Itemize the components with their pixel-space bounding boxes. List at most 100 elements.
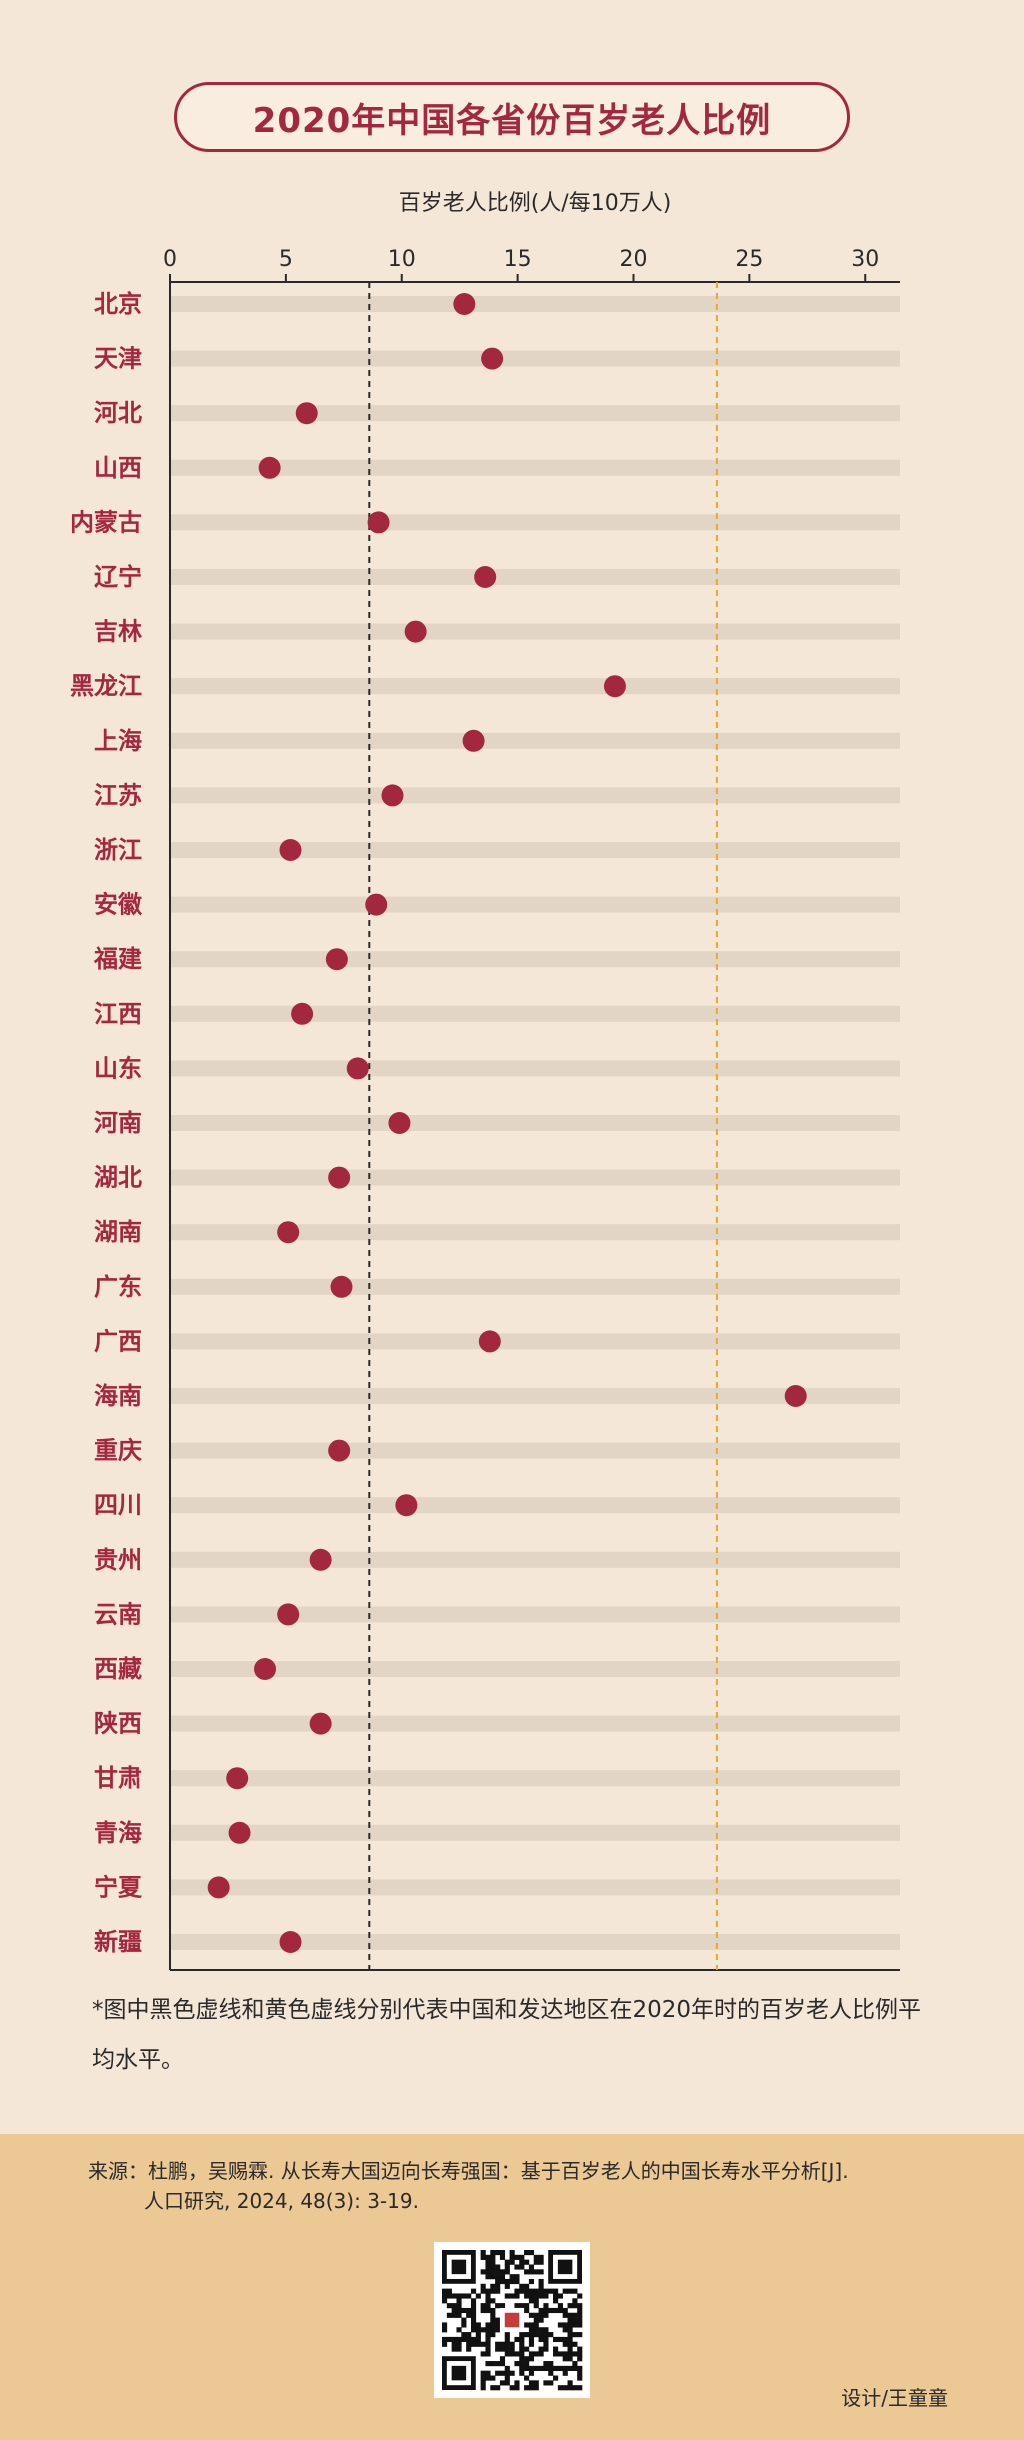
x-tick-label: 20 bbox=[619, 247, 647, 272]
qr-module bbox=[504, 2259, 510, 2265]
qr-module bbox=[553, 2307, 559, 2314]
qr-module bbox=[514, 2336, 520, 2343]
qr-module bbox=[572, 2365, 578, 2371]
qr-module bbox=[442, 2293, 448, 2299]
qr-module bbox=[470, 2322, 477, 2328]
qr-module bbox=[538, 2293, 544, 2299]
qr-module bbox=[524, 2307, 530, 2314]
qr-module bbox=[475, 2293, 481, 2299]
qr-module bbox=[495, 2278, 501, 2285]
qr-module bbox=[577, 2303, 583, 2309]
qr-module bbox=[499, 2370, 506, 2376]
qr-module bbox=[577, 2346, 583, 2352]
qr-module bbox=[509, 2274, 515, 2280]
qr-module bbox=[490, 2269, 496, 2275]
qr-module bbox=[495, 2250, 501, 2256]
qr-module bbox=[461, 2332, 467, 2338]
qr-module bbox=[567, 2380, 573, 2386]
province-label: 天津 bbox=[94, 345, 142, 373]
qr-module bbox=[490, 2385, 496, 2391]
qr-module bbox=[475, 2322, 481, 2328]
qr-module bbox=[499, 2250, 506, 2256]
qr-module bbox=[442, 2327, 448, 2333]
qr-module bbox=[451, 2307, 457, 2314]
qr-module bbox=[446, 2336, 452, 2343]
data-point bbox=[478, 1330, 501, 1353]
row-track bbox=[170, 951, 900, 968]
x-tick-label: 5 bbox=[279, 247, 293, 272]
qr-module bbox=[524, 2375, 530, 2381]
qr-module bbox=[562, 2336, 568, 2343]
province-label: 重庆 bbox=[94, 1437, 142, 1465]
qr-module bbox=[504, 2375, 510, 2381]
qr-module bbox=[485, 2332, 491, 2338]
qr-module bbox=[451, 2303, 457, 2309]
qr-module bbox=[451, 2346, 457, 2352]
qr-module bbox=[519, 2264, 525, 2270]
qr-module bbox=[567, 2317, 573, 2323]
qr-module bbox=[557, 2351, 563, 2357]
province-label: 安徽 bbox=[94, 891, 143, 919]
qr-module bbox=[572, 2361, 578, 2367]
qr-module bbox=[543, 2346, 549, 2352]
qr-module bbox=[528, 2264, 535, 2270]
qr-module bbox=[461, 2317, 467, 2323]
chart-title: 2020年中国各省份百岁老人比例 bbox=[252, 100, 772, 141]
qr-module bbox=[461, 2322, 467, 2328]
qr-module bbox=[480, 2370, 486, 2376]
qr-module bbox=[528, 2298, 535, 2304]
qr-module bbox=[519, 2341, 525, 2347]
row-track bbox=[170, 1115, 900, 1131]
qr-module bbox=[572, 2317, 578, 2323]
qr-module bbox=[533, 2288, 539, 2294]
qr-module bbox=[567, 2303, 573, 2309]
qr-module bbox=[509, 2254, 515, 2260]
qr-module bbox=[509, 2259, 515, 2265]
qr-module bbox=[470, 2298, 477, 2304]
province-label: 江西 bbox=[94, 1000, 142, 1028]
qr-module bbox=[533, 2298, 539, 2304]
qr-module bbox=[470, 2303, 477, 2309]
qr-module bbox=[442, 2336, 448, 2343]
qr-module bbox=[514, 2361, 520, 2367]
province-label: 新疆 bbox=[94, 1928, 142, 1956]
qr-module bbox=[524, 2365, 530, 2371]
qr-module bbox=[538, 2346, 544, 2352]
qr-module bbox=[446, 2303, 452, 2309]
province-label: 北京 bbox=[94, 290, 142, 318]
qr-module bbox=[519, 2336, 525, 2343]
data-point bbox=[279, 839, 302, 861]
qr-module bbox=[557, 2365, 563, 2371]
qr-module bbox=[562, 2356, 568, 2362]
qr-module bbox=[548, 2370, 554, 2376]
qr-module bbox=[485, 2303, 491, 2309]
qr-module bbox=[475, 2327, 481, 2333]
qr-module bbox=[480, 2303, 486, 2309]
qr-module bbox=[504, 2278, 510, 2285]
qr-module bbox=[470, 2307, 477, 2314]
data-point bbox=[330, 1275, 353, 1298]
qr-module bbox=[543, 2312, 549, 2318]
qr-module bbox=[519, 2288, 525, 2294]
qr-module bbox=[577, 2356, 583, 2362]
row-track bbox=[170, 1551, 900, 1568]
data-point bbox=[277, 1221, 300, 1244]
qr-module bbox=[470, 2312, 477, 2318]
qr-module bbox=[543, 2361, 549, 2367]
qr-module bbox=[475, 2336, 481, 2343]
row-track bbox=[170, 1442, 900, 1459]
qr-module bbox=[509, 2341, 515, 2347]
qr-module bbox=[442, 2341, 448, 2347]
qr-module bbox=[538, 2336, 544, 2343]
qr-module bbox=[557, 2293, 563, 2299]
qr-module bbox=[504, 2336, 510, 2343]
data-point bbox=[228, 1821, 251, 1844]
qr-module bbox=[548, 2332, 554, 2338]
qr-module bbox=[514, 2278, 520, 2285]
qr-module bbox=[504, 2351, 510, 2357]
qr-module bbox=[533, 2365, 539, 2371]
qr-module bbox=[509, 2370, 515, 2376]
qr-module bbox=[514, 2385, 520, 2391]
qr-module bbox=[562, 2370, 568, 2376]
data-point bbox=[254, 1658, 277, 1680]
